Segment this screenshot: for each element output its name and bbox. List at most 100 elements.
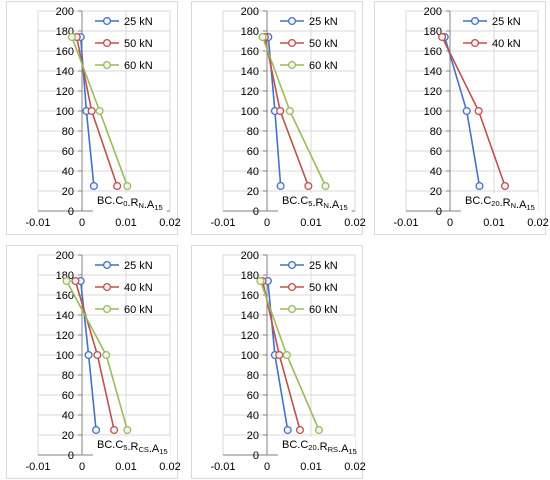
legend-label: 50 kN (309, 282, 338, 294)
x-tick-label: 0.01 (115, 217, 136, 229)
legend-marker (287, 60, 297, 70)
legend-marker (102, 260, 112, 270)
y-tick-label: 80 (430, 126, 442, 138)
legend-label: 60 kN (309, 304, 338, 316)
data-point-60kn (282, 350, 291, 360)
data-point-60kn (258, 32, 267, 42)
x-tick-label: 0.01 (115, 461, 136, 473)
y-tick-label: 180 (424, 26, 442, 38)
legend-marker (102, 60, 112, 70)
legend-marker (470, 38, 480, 48)
specimen-label-part: .A (144, 199, 155, 211)
y-tick-label: 0 (68, 450, 74, 462)
data-point-60kn (314, 425, 323, 435)
y-tick-label: 140 (241, 310, 259, 322)
x-tick-label: -0.01 (25, 217, 50, 229)
y-tick-label: 60 (430, 146, 442, 158)
y-tick-label: 160 (56, 46, 74, 58)
x-tick-label: -0.01 (25, 461, 50, 473)
data-point-60kn (256, 276, 265, 286)
specimen-label-part: .R (500, 197, 511, 209)
y-tick-label: 60 (62, 146, 74, 158)
legend-marker (470, 16, 480, 26)
y-tick-label: 20 (247, 186, 259, 198)
y-tick-label: 100 (424, 106, 442, 118)
specimen-label-part: BC.C (465, 195, 491, 207)
y-tick-label: 140 (56, 310, 74, 322)
y-tick-label: 40 (430, 166, 442, 178)
x-tick-label: 0 (447, 217, 453, 229)
y-tick-label: 200 (56, 250, 74, 262)
data-point-25kn (462, 106, 471, 116)
specimen-label-box (93, 437, 170, 458)
data-point-50kn (87, 106, 96, 116)
y-tick-label: 120 (241, 86, 259, 98)
y-tick-label: 0 (436, 206, 442, 218)
y-tick-label: 120 (56, 330, 74, 342)
specimen-label: BC.C20.RRS.A15 (282, 439, 357, 456)
y-tick-label: 200 (424, 6, 442, 18)
y-tick-label: 120 (241, 330, 259, 342)
data-point-40kn (110, 425, 119, 435)
data-point-25kn (84, 350, 93, 360)
y-tick-label: 40 (247, 166, 259, 178)
y-tick-label: 100 (56, 350, 74, 362)
y-tick-label: 20 (430, 186, 442, 198)
data-point-25kn (276, 181, 285, 191)
legend-label: 40 kN (124, 282, 153, 294)
y-tick-label: 200 (56, 6, 74, 18)
y-tick-label: 0 (253, 206, 259, 218)
legend-label: 50 kN (309, 38, 338, 50)
y-tick-label: 140 (56, 66, 74, 78)
specimen-label-part: .R (127, 197, 138, 209)
specimen-label-subscript: CS (138, 445, 148, 454)
legend-label: 60 kN (124, 304, 153, 316)
legend-marker (287, 16, 297, 26)
chart-panel-bc-c5-rcs: 0 20 40 60 80 100 120 140 160 180 200 -0.01 0 0.01 0.0… (0, 244, 181, 480)
y-tick-label: 80 (62, 370, 74, 382)
y-tick-label: 60 (62, 390, 74, 402)
legend-marker (102, 304, 112, 314)
data-point-50kn (304, 181, 313, 191)
x-tick-label: 0.02 (527, 217, 548, 229)
legend-marker (287, 260, 297, 270)
data-point-60kn (285, 106, 294, 116)
specimen-label-subscript: 15 (339, 203, 347, 212)
data-point-25kn (475, 181, 484, 191)
y-tick-label: 80 (62, 126, 74, 138)
specimen-label: BC.C20.RN.A15 (465, 195, 535, 212)
y-tick-label: 100 (241, 106, 259, 118)
specimen-label-part: .R (127, 441, 138, 453)
legend-marker (287, 304, 297, 314)
specimen-label-subscript: 15 (159, 447, 167, 456)
specimen-label-part: BC.C (97, 439, 123, 451)
data-point-25kn (89, 181, 98, 191)
legend-label: 25 kN (309, 260, 338, 272)
y-tick-label: 160 (56, 290, 74, 302)
y-tick-label: 160 (241, 46, 259, 58)
legend-label: 25 kN (309, 16, 338, 28)
x-tick-label: 0.01 (483, 217, 504, 229)
specimen-label-subscript: N (511, 201, 516, 210)
data-point-25kn (92, 425, 101, 435)
legend-marker (102, 38, 112, 48)
data-point-60kn (102, 350, 111, 360)
data-point-40kn (500, 181, 510, 191)
x-tick-label: 0.02 (344, 461, 365, 473)
x-tick-label: 0.01 (300, 461, 321, 473)
specimen-label-part: .A (516, 199, 527, 211)
specimen-label-subscript: 15 (154, 203, 162, 212)
specimen-label-part: .A (329, 199, 340, 211)
data-point-60kn (95, 106, 104, 116)
data-point-25kn (283, 425, 292, 435)
x-tick-label: -0.01 (210, 217, 235, 229)
data-point-50kn (275, 350, 284, 360)
data-point-50kn (113, 181, 122, 191)
chart-panel-bc-c5-rn: 0 20 40 60 80 100 120 140 160 180 200 -0.01 0 0.01 0.0… (185, 0, 366, 236)
x-tick-label: 0.02 (159, 461, 180, 473)
x-tick-label: 0 (264, 461, 270, 473)
